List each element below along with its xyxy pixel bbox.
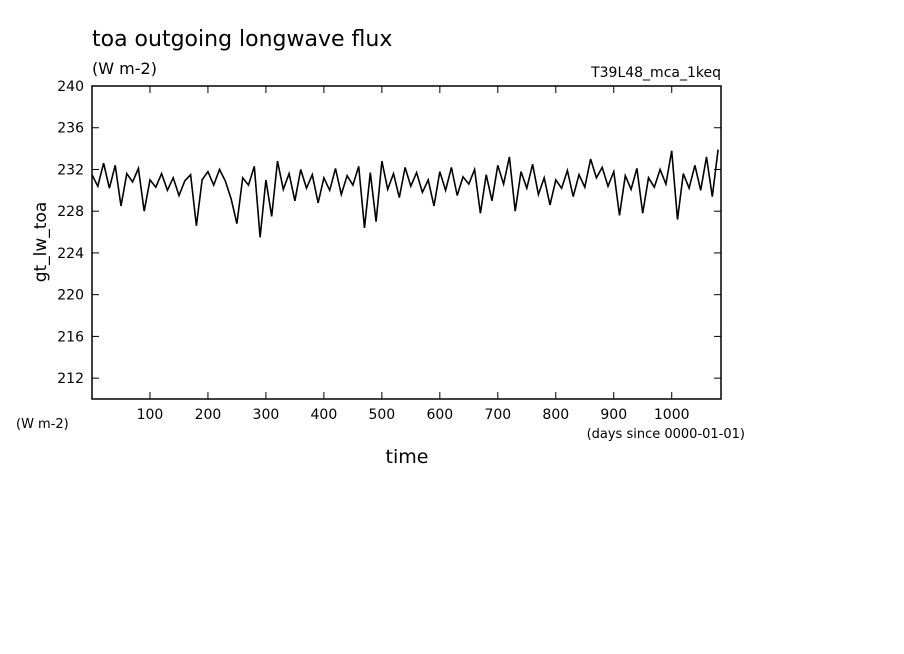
x-axis-label: time	[386, 446, 429, 468]
x-tick-label: 600	[426, 407, 453, 423]
x-tick-label: 900	[600, 407, 627, 423]
y-axis-label: gt_lw_toa	[31, 202, 51, 283]
y-tick-label: 240	[57, 79, 84, 95]
y-tick-label: 220	[57, 288, 84, 304]
y-tick-label: 212	[57, 371, 84, 387]
y-unit-label: (W m-2)	[16, 417, 69, 432]
data-line	[91, 149, 719, 238]
x-tick-label: 200	[195, 407, 222, 423]
x-tick-label: 100	[137, 407, 164, 423]
plot-frame	[91, 85, 722, 400]
x-tick-label: 300	[253, 407, 280, 423]
run-label: T39L48_mca_1keq	[590, 65, 721, 81]
y-tick-label: 216	[57, 329, 84, 345]
x-tick-label: 400	[311, 407, 338, 423]
y-tick-label: 228	[57, 204, 84, 220]
x-tick-label: 500	[368, 407, 395, 423]
x-tick-label: 1000	[654, 407, 690, 423]
chart-subtitle: (W m-2)	[92, 59, 157, 78]
y-tick-label: 236	[57, 121, 84, 137]
x-tick-label: 800	[542, 407, 569, 423]
x-unit-label: (days since 0000-01-01)	[587, 427, 745, 442]
y-tick-label: 232	[57, 162, 84, 178]
chart-title: toa outgoing longwave flux	[92, 27, 392, 52]
x-tick-label: 700	[484, 407, 511, 423]
y-tick-label: 224	[57, 246, 84, 262]
